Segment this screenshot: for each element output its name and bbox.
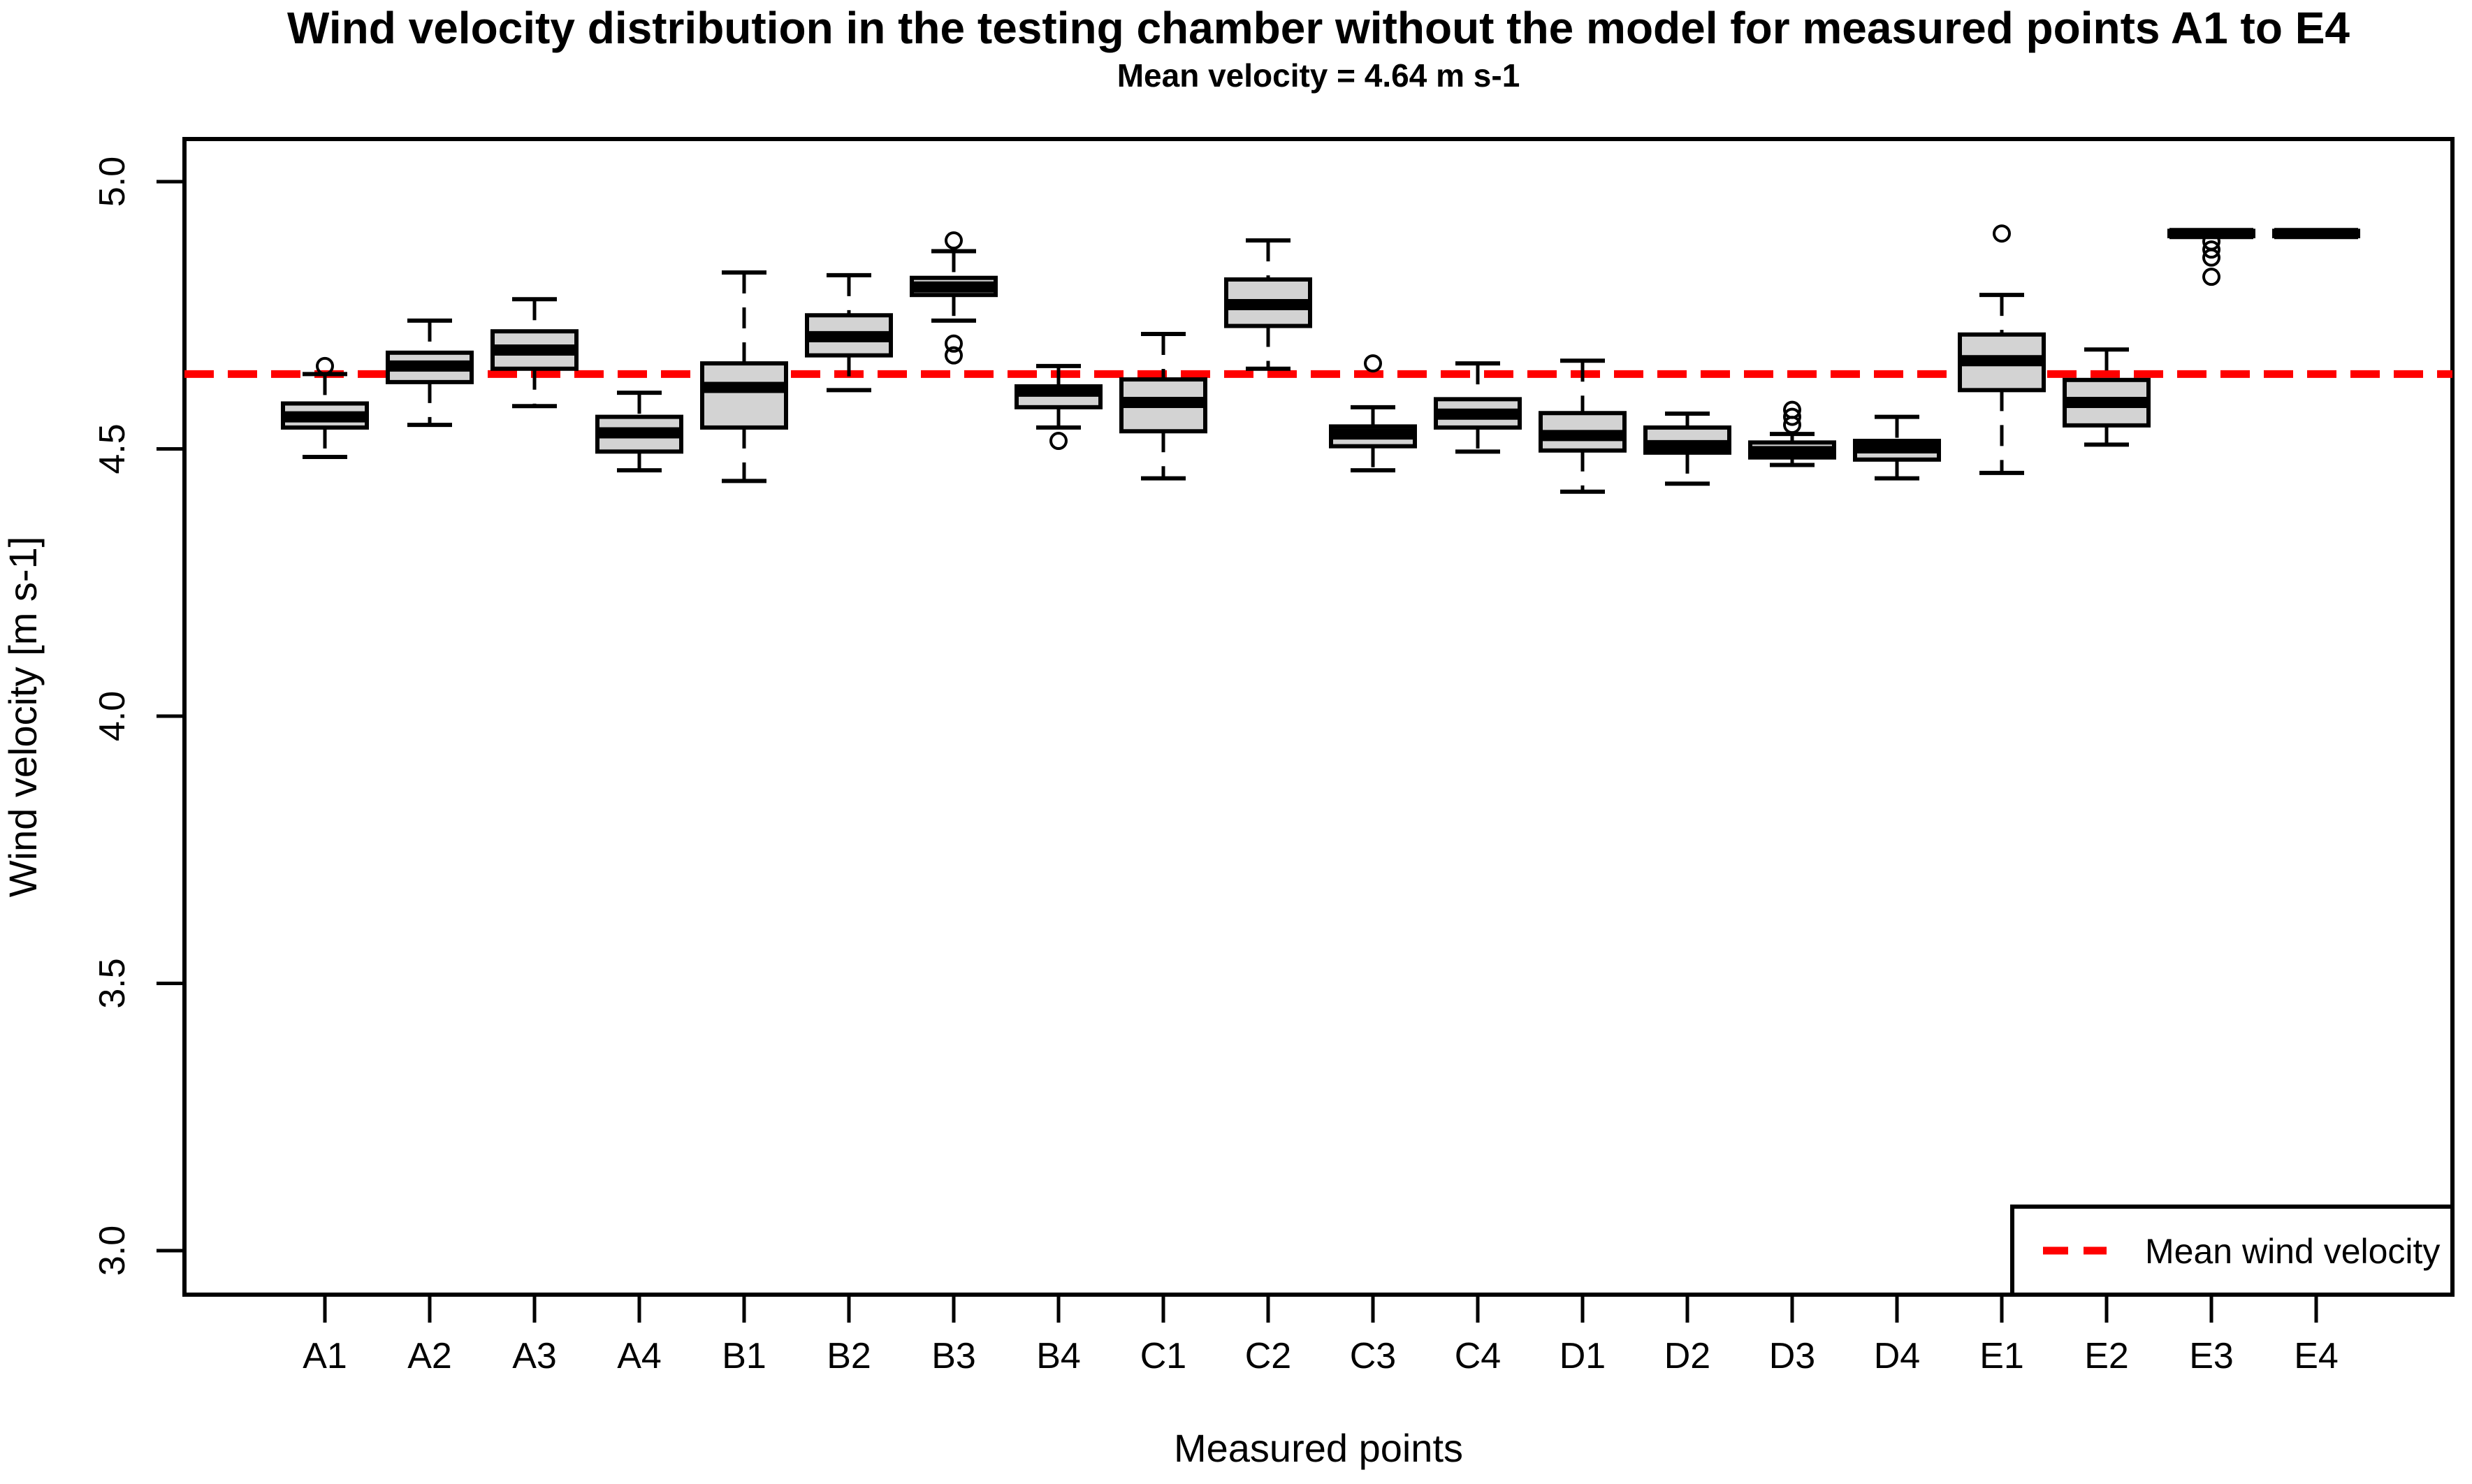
outlier-point [1049, 432, 1068, 451]
iqr-box [700, 361, 788, 430]
chart-subtitle: Mean velocity = 4.64 m s-1 [1117, 57, 1520, 94]
outlier-point [2202, 248, 2220, 267]
boxplot-C1 [1119, 332, 1207, 481]
outlier-point [945, 346, 963, 365]
outlier-point [2202, 268, 2220, 286]
outlier-point [1783, 400, 1801, 419]
boxplot-D3 [1748, 400, 1836, 467]
outlier-point [1364, 354, 1382, 373]
outlier-point [2202, 240, 2220, 259]
y-tick-label: 3.0 [92, 1225, 133, 1276]
boxplot-D2 [1643, 412, 1731, 486]
x-tick-label: B1 [722, 1336, 766, 1376]
x-tick-label: B4 [1036, 1336, 1081, 1376]
boxplot-D1 [1539, 358, 1627, 494]
outlier-point [316, 356, 334, 375]
boxplot-A4 [595, 391, 683, 473]
x-tick-label: A3 [512, 1336, 557, 1376]
x-tick-label: B3 [931, 1336, 976, 1376]
x-tick-label: D4 [1874, 1336, 1920, 1376]
boxplot-E1 [1958, 224, 2046, 475]
boxplot-E4 [2272, 228, 2360, 240]
outlier-point [1993, 224, 2011, 243]
y-tick-label: 4.0 [92, 691, 133, 741]
y-tick-label: 4.5 [92, 423, 133, 474]
x-tick-label: A1 [303, 1336, 347, 1376]
boxplot-B3 [910, 231, 998, 365]
x-tick-label: D3 [1769, 1336, 1815, 1376]
x-tick-label: E3 [2189, 1336, 2234, 1376]
x-tick-label: C1 [1140, 1336, 1186, 1376]
outlier-point [1783, 407, 1801, 426]
x-tick-label: C2 [1245, 1336, 1291, 1376]
boxplot-C4 [1434, 361, 1522, 454]
legend-label: Mean wind velocity [2145, 1232, 2440, 1271]
boxplot-E3 [2167, 228, 2255, 286]
x-tick-label: A2 [407, 1336, 452, 1376]
x-tick-label: C3 [1350, 1336, 1396, 1376]
y-tick-label: 3.5 [92, 958, 133, 1008]
x-tick-label: E2 [2084, 1336, 2129, 1376]
y-axis-title: Wind velocity [m s-1] [1, 537, 45, 898]
legend: Mean wind velocity [2010, 1205, 2455, 1297]
boxplot-D4 [1853, 414, 1941, 481]
boxplot-B1 [700, 270, 788, 483]
boxplot-C2 [1224, 238, 1312, 371]
boxplot-A2 [386, 318, 474, 428]
boxplot-C3 [1329, 354, 1417, 473]
x-tick-label: D1 [1559, 1336, 1606, 1376]
x-tick-label: E1 [1979, 1336, 2024, 1376]
boxplot-B4 [1015, 363, 1103, 451]
x-tick-label: D2 [1664, 1336, 1710, 1376]
chart-title: Wind velocity distribution in the testin… [287, 3, 2350, 53]
x-tick-label: E4 [2294, 1336, 2339, 1376]
y-tick-label: 5.0 [92, 157, 133, 207]
boxplot-B2 [805, 272, 893, 393]
boxplot-E2 [2063, 347, 2151, 447]
outlier-point [945, 231, 963, 250]
boxplot-A1 [281, 356, 369, 459]
plot-frame [182, 137, 2455, 1297]
x-tick-label: A4 [617, 1336, 662, 1376]
x-tick-label: C4 [1455, 1336, 1501, 1376]
x-axis-title: Measured points [1174, 1426, 1463, 1470]
boxplot-A3 [490, 297, 579, 409]
outlier-point [945, 334, 963, 353]
x-tick-label: B2 [827, 1336, 871, 1376]
